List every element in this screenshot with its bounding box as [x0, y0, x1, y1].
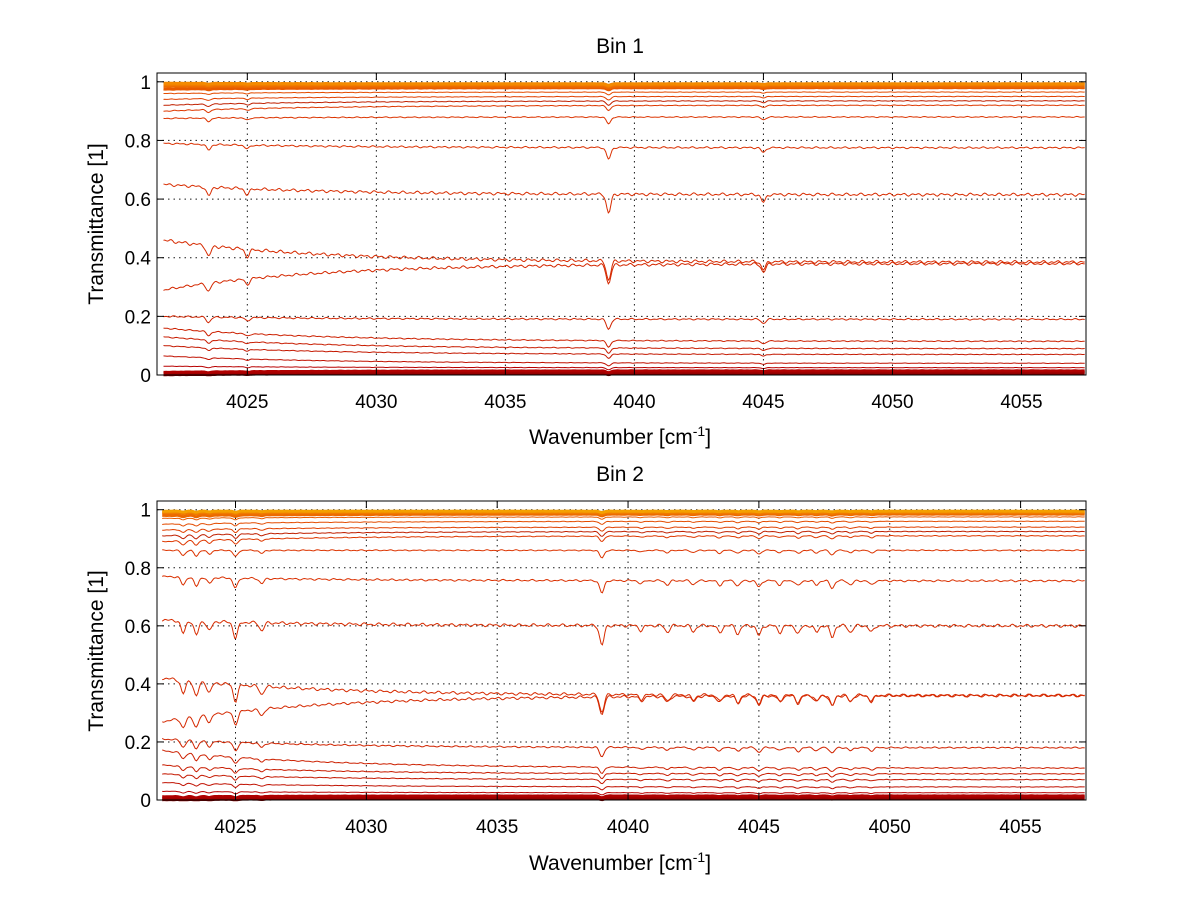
series-line [163, 336, 1085, 354]
series-line [163, 81, 1085, 87]
x-tick-label: 4040 [607, 817, 649, 838]
series-line [163, 365, 1085, 371]
x-ticks: 4025 4030 4035 4040 4045 4050 4055 [226, 73, 1043, 413]
series-line [162, 693, 1085, 729]
series-line [162, 516, 1085, 521]
series-line [163, 372, 1085, 377]
series-line [162, 510, 1085, 516]
series-line [163, 85, 1085, 92]
x-tick-label: 4025 [226, 392, 268, 413]
y-ticks: 0 0.2 0.4 0.6 0.8 1 [125, 501, 1086, 812]
series-line [162, 749, 1085, 774]
series-line [162, 764, 1085, 780]
axes-box [156, 72, 1087, 376]
x-ticks: 4025 4030 4035 4040 4045 4050 4055 [214, 501, 1042, 838]
series-lines [161, 509, 1085, 802]
chart-title: Bin 2 [596, 463, 644, 486]
y-tick-label: 0.8 [125, 131, 151, 152]
series-line [162, 534, 1085, 546]
series-line [163, 261, 1085, 292]
axes-box [156, 500, 1087, 801]
y-tick-label: 0.6 [125, 190, 151, 211]
y-tick-label: 1 [140, 501, 151, 522]
series-line [163, 142, 1085, 160]
series-line [163, 327, 1085, 348]
x-tick-label: 4035 [484, 392, 526, 413]
series-lines [163, 81, 1085, 377]
y-ticks: 0 0.2 0.4 0.6 0.8 1 [125, 73, 1086, 387]
series-line [163, 95, 1085, 101]
y-axis-label: Transmittance [1] [85, 143, 108, 304]
series-line [162, 797, 1085, 802]
series-line [162, 575, 1085, 594]
series-line [163, 99, 1085, 108]
series-line [163, 345, 1085, 359]
series-line [161, 618, 1085, 646]
series-line [163, 369, 1085, 374]
x-axis-label: Wavenumber [cm-1] [529, 423, 711, 449]
series-line [163, 104, 1085, 114]
series-line [162, 530, 1085, 540]
series-line [163, 355, 1085, 367]
panel-bin-1: Bin 1 4025 4030 4035 4040 4045 4050 4055 00.20… [85, 35, 1087, 449]
series-line [162, 782, 1085, 791]
y-tick-label: 0 [140, 366, 151, 387]
y-tick-label: 1 [140, 73, 151, 94]
series-line [163, 115, 1085, 125]
series-line [162, 509, 1085, 514]
panel-bin-2: Bin 2 4025 4030 4035 4040 4045 4050 4055 00.20… [85, 463, 1087, 875]
y-tick-label: 0 [140, 791, 151, 812]
x-tick-label: 4055 [1000, 392, 1042, 413]
series-line [162, 795, 1085, 801]
y-tick-label: 0.4 [125, 675, 152, 696]
x-tick-label: 4045 [738, 817, 780, 838]
x-tick-label: 4045 [742, 392, 784, 413]
y-axis-label: Transmittance [1] [85, 570, 108, 731]
series-line [163, 315, 1085, 331]
y-tick-label: 0.2 [125, 733, 151, 754]
x-tick-label: 4055 [999, 817, 1041, 838]
series-line [162, 773, 1085, 785]
x-axis-label: Wavenumber [cm-1] [529, 849, 711, 875]
series-line [163, 239, 1085, 282]
x-tick-label: 4050 [871, 392, 913, 413]
series-line [162, 520, 1085, 527]
series-line [162, 549, 1085, 559]
x-tick-label: 4050 [869, 817, 911, 838]
y-tick-label: 0.4 [125, 249, 152, 270]
series-line [163, 91, 1085, 96]
y-tick-label: 0.6 [125, 617, 151, 638]
series-line [162, 677, 1085, 714]
series-line [162, 512, 1085, 519]
x-tick-label: 4030 [345, 817, 387, 838]
x-tick-label: 4040 [613, 392, 655, 413]
x-tick-label: 4030 [355, 392, 397, 413]
series-line [163, 370, 1085, 375]
series-line [162, 790, 1085, 796]
series-line [162, 526, 1085, 534]
series-line [162, 794, 1085, 799]
chart-title: Bin 1 [596, 35, 644, 58]
grid [157, 501, 1086, 801]
x-tick-label: 4025 [214, 817, 256, 838]
y-tick-label: 0.2 [125, 307, 151, 328]
y-tick-label: 0.8 [125, 559, 151, 580]
series-line [161, 737, 1085, 758]
x-tick-label: 4035 [476, 817, 518, 838]
series-line [163, 183, 1085, 214]
